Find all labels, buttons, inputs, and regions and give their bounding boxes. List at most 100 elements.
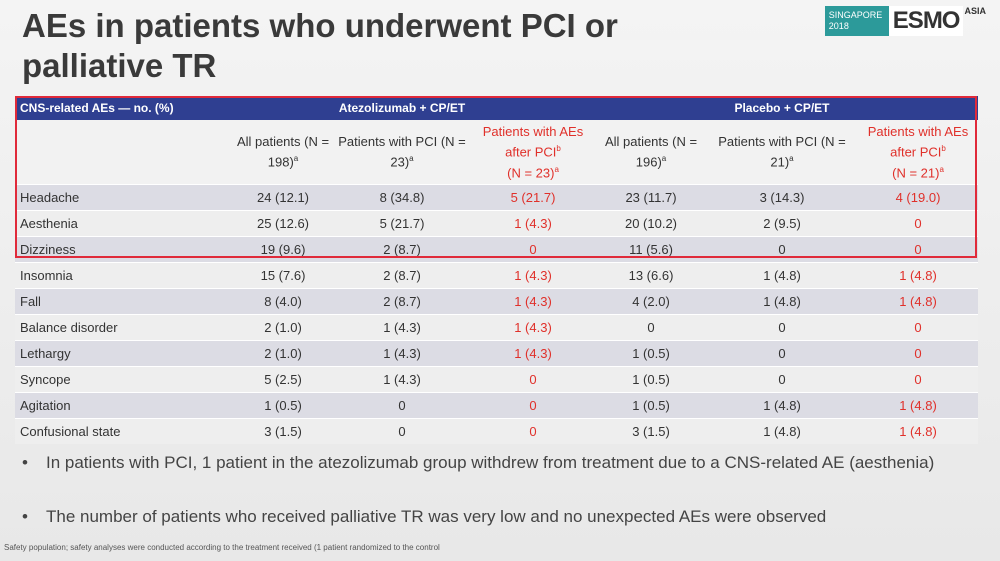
table-cell: 5 (2.5)	[264, 372, 302, 387]
logo-brand: ESMO	[888, 6, 964, 36]
header-sup: b	[556, 144, 561, 154]
table-cell: 2 (9.5)	[763, 216, 801, 231]
logo-place: SINGAPORE 2018	[824, 6, 889, 36]
table-cell: 1 (4.3)	[514, 346, 552, 361]
row-label: Syncope	[20, 372, 71, 387]
table-cell: 20 (10.2)	[624, 216, 678, 231]
header-text: Patients with AEs after PCI	[867, 124, 969, 160]
row-label: Aesthenia	[20, 216, 78, 231]
header-text: Patients with PCI (N = 23)	[338, 134, 466, 170]
table-cell: 4 (19.0)	[895, 190, 941, 205]
row-label: Confusional state	[20, 424, 121, 439]
table-row: Fall 8 (4.0) 2 (8.7) 1 (4.3) 4 (2.0) 1 (4.8) 1…	[15, 288, 978, 314]
table-cell: 0	[778, 242, 786, 257]
slide-title: AEs in patients who underwent PCI or pal…	[22, 7, 618, 84]
header-text: (N = 23)	[507, 164, 555, 180]
table-cell: 0	[914, 346, 922, 361]
header-sup: a	[293, 154, 299, 164]
column-header-cell: All patients (N = 196)a	[591, 133, 711, 170]
table-cell: 1 (4.3)	[514, 294, 552, 309]
column-header: All patients (N = 198)a Patients with PCI…	[15, 120, 978, 184]
table-cell: 15 (7.6)	[260, 268, 306, 283]
bullet-dot: •	[22, 507, 28, 526]
table-cell: 1 (4.3)	[514, 268, 552, 283]
group-label: Placebo + CP/ET	[734, 101, 830, 115]
table-cell: 0	[914, 320, 922, 335]
table-cell: 2 (1.0)	[264, 346, 302, 361]
table-cell: 0	[529, 242, 537, 257]
table-cell: 0	[778, 372, 786, 387]
table-row: Agitation 1 (0.5) 0 0 1 (0.5) 1 (4.8) 1 (4.8)	[15, 392, 978, 418]
row-label: Fall	[20, 294, 41, 309]
header-text: Patients with AEs after PCI	[482, 124, 584, 160]
table-cell: 0	[398, 424, 406, 439]
header-text: Patients with PCI (N = 21)	[718, 134, 846, 170]
table-row: Aesthenia 25 (12.6) 5 (21.7) 1 (4.3) 20 (10.…	[15, 210, 978, 236]
table-cell: 1 (4.8)	[899, 268, 937, 283]
table-cell: 1 (4.3)	[514, 216, 552, 231]
table-row: Balance disorder 2 (1.0) 1 (4.3) 1 (4.3) 0 0 0	[15, 314, 978, 340]
table-cell: 1 (4.3)	[383, 320, 421, 335]
table-cell: 0	[914, 216, 922, 231]
table-cell: 0	[529, 372, 537, 387]
table-cell: 3 (14.3)	[759, 190, 805, 205]
header-text: All patients (N = 198)	[236, 134, 330, 170]
row-label: Headache	[20, 190, 80, 205]
table-cell: 13 (6.6)	[628, 268, 674, 283]
row-label: Agitation	[20, 398, 71, 413]
table-cell: 1 (4.3)	[514, 320, 552, 335]
group-label: Atezolizumab + CP/ET	[338, 101, 466, 115]
table-row: Lethargy 2 (1.0) 1 (4.3) 1 (4.3) 1 (0.5) 0 0	[15, 340, 978, 366]
table-cell: 0	[398, 398, 406, 413]
row-label: Lethargy	[20, 346, 71, 361]
table-cell: 2 (8.7)	[383, 268, 421, 283]
table-cell: 23 (11.7)	[625, 190, 677, 205]
table-cell: 1 (0.5)	[264, 398, 302, 413]
header-sup: a	[939, 164, 944, 174]
table-cell: 1 (4.8)	[763, 268, 801, 283]
table-cell: 2 (8.7)	[383, 294, 421, 309]
bullet: • The number of patients who received pal…	[22, 506, 972, 527]
header-text: (N = 21)	[892, 164, 940, 180]
table-cell: 3 (1.5)	[264, 424, 302, 439]
header-sup: a	[661, 154, 667, 164]
table-cell: 11 (5.6)	[629, 242, 673, 257]
table-cell: 4 (2.0)	[632, 294, 670, 309]
group-header: CNS-related AEs — no. (%) Atezolizumab + …	[15, 96, 978, 120]
table-cell: 1 (4.3)	[383, 346, 421, 361]
table-cell: 0	[914, 242, 922, 257]
column-header-cell: All patients (N = 198)a	[223, 133, 343, 170]
table-row: Syncope 5 (2.5) 1 (4.3) 0 1 (0.5) 0 0	[15, 366, 978, 392]
header-sup: b	[941, 144, 946, 154]
table-row: Headache 24 (12.1) 8 (34.8) 5 (21.7) 23 (11.…	[15, 184, 978, 210]
table-cell: 2 (1.0)	[264, 320, 302, 335]
corner-label: CNS-related AEs — no. (%)	[20, 101, 174, 115]
table-cell: 1 (4.8)	[899, 398, 937, 413]
bullet-dot: •	[22, 453, 28, 472]
table-row: Dizziness 19 (9.6) 2 (8.7) 0 11 (5.6) 0 0	[15, 236, 978, 262]
table-cell: 0	[529, 398, 537, 413]
table-cell: 1 (0.5)	[632, 372, 670, 387]
table-row: Insomnia 15 (7.6) 2 (8.7) 1 (4.3) 13 (6.6) 1 …	[15, 262, 978, 288]
bullet-text: The number of patients who received pall…	[46, 507, 827, 526]
row-label: Dizziness	[20, 242, 76, 257]
column-header-cell: Patients with AEs after PCIb (N = 21)a	[858, 123, 978, 181]
header-text: All patients (N = 196)	[604, 134, 698, 170]
logo: SINGAPORE 2018 ESMO ASIA	[824, 6, 986, 36]
column-header-cell: Patients with AEs after PCIb (N = 23)a	[473, 123, 593, 181]
bullet-text: In patients with PCI, 1 patient in the a…	[46, 453, 935, 472]
table-cell: 19 (9.6)	[260, 242, 306, 257]
column-header-cell: Patients with PCI (N = 23)a	[337, 133, 467, 170]
table-cell: 1 (0.5)	[632, 398, 670, 413]
header-sup: a	[789, 154, 794, 164]
table-cell: 1 (4.8)	[763, 294, 801, 309]
table-cell: 1 (4.8)	[899, 294, 937, 309]
table-cell: 0	[529, 424, 537, 439]
table-cell: 8 (34.8)	[379, 190, 425, 205]
header-sup: a	[409, 154, 414, 164]
header-sup: a	[554, 164, 559, 174]
table-cell: 25 (12.6)	[256, 216, 310, 231]
bullet: • In patients with PCI, 1 patient in the …	[22, 452, 972, 473]
footnote: Safety population; safety analyses were …	[4, 543, 440, 552]
